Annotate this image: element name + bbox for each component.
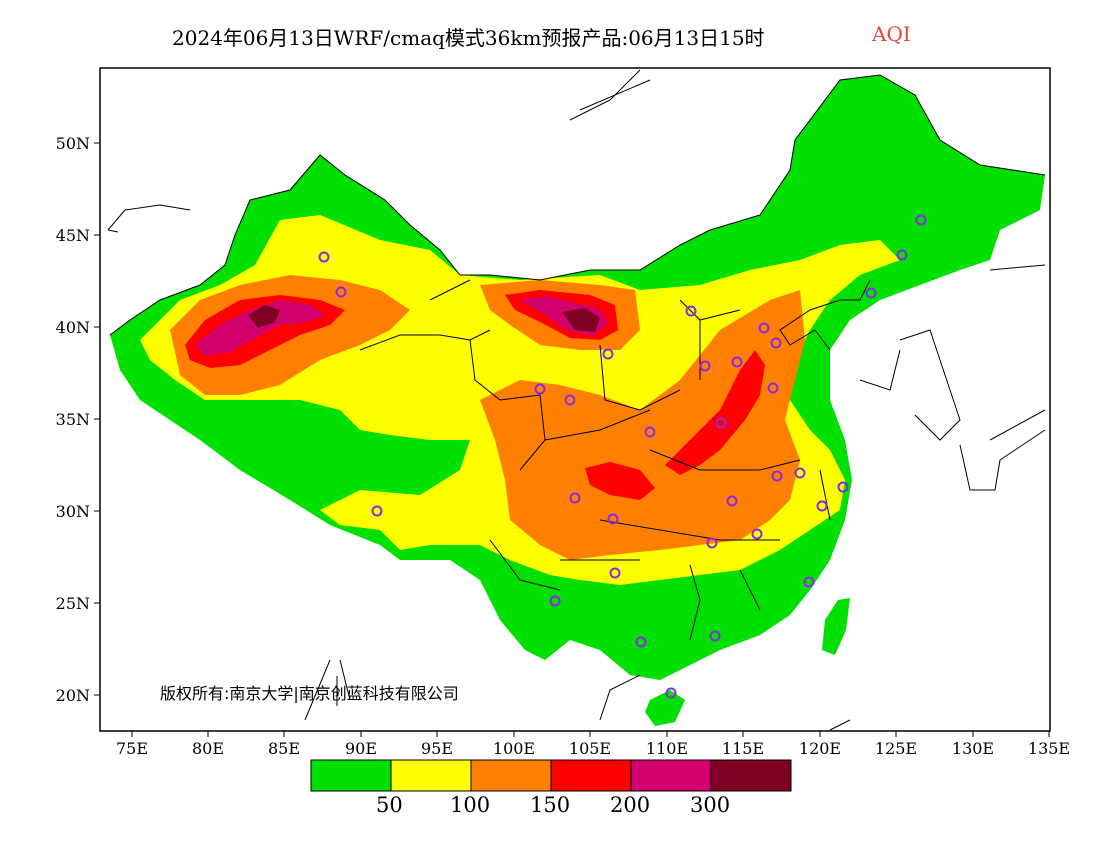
- legend-label: 100: [450, 793, 491, 817]
- province-line: [359, 279, 831, 641]
- station-marker: [685, 305, 697, 317]
- lon-label: 130E: [952, 739, 994, 758]
- station-marker: [915, 214, 927, 226]
- boundary-lines: [107, 69, 1046, 731]
- station-marker: [837, 481, 849, 493]
- lon-label: 80E: [192, 739, 224, 758]
- station-marker: [665, 687, 677, 699]
- lon-label: 90E: [345, 739, 377, 758]
- legend-swatch: [470, 759, 552, 792]
- map-frame: [99, 67, 1051, 732]
- aqi-zone-maroon: [562, 308, 600, 332]
- lon-label: 115E: [722, 739, 764, 758]
- station-marker: [635, 636, 647, 648]
- legend-swatch: [310, 759, 392, 792]
- station-marker: [609, 567, 621, 579]
- title-variable: AQI: [872, 22, 911, 46]
- station-marker: [699, 360, 711, 372]
- aqi-zone-green: [645, 690, 685, 726]
- aqi-zone-green: [822, 598, 850, 655]
- station-marker: [371, 505, 383, 517]
- station-marker: [767, 382, 779, 394]
- station-marker: [709, 630, 721, 642]
- lon-label: 120E: [799, 739, 841, 758]
- copyright-text: 版权所有:南京大学|南京创蓝科技有限公司: [160, 684, 459, 703]
- lon-label: 85E: [268, 739, 300, 758]
- legend-label: 50: [376, 793, 403, 817]
- station-marker: [644, 426, 656, 438]
- legend-swatch: [630, 759, 712, 792]
- station-marker: [706, 537, 718, 549]
- station-marker: [803, 576, 815, 588]
- title-main: 2024年06月13日WRF/cmaq模式36km预报产品:06月13日15时: [172, 26, 765, 50]
- station-marker: [731, 356, 743, 368]
- station-marker: [865, 287, 877, 299]
- lat-label: 35N: [56, 410, 90, 429]
- legend-swatch: [550, 759, 632, 792]
- station-marker: [318, 251, 330, 263]
- lon-axis: [131, 731, 1050, 737]
- station-marker: [770, 337, 782, 349]
- station-marker: [549, 595, 561, 607]
- aqi-zone-red: [585, 462, 655, 500]
- station-marker: [726, 495, 738, 507]
- lat-label: 20N: [56, 686, 90, 705]
- station-marker: [607, 513, 619, 525]
- station-marker: [794, 467, 806, 479]
- station-marker: [715, 417, 727, 429]
- aqi-fill-layer: [110, 75, 1045, 726]
- station-markers: [318, 214, 927, 699]
- lon-label: 110E: [646, 739, 688, 758]
- aqi-zone-red: [665, 350, 765, 475]
- lat-label: 50N: [56, 134, 90, 153]
- station-marker: [564, 394, 576, 406]
- lat-label: 30N: [56, 502, 90, 521]
- legend-label: 150: [530, 793, 571, 817]
- lon-label: 135E: [1028, 739, 1070, 758]
- lat-label: 40N: [56, 318, 90, 337]
- station-marker: [751, 528, 763, 540]
- station-marker: [771, 470, 783, 482]
- coastline: [107, 69, 1046, 731]
- legend-swatch: [710, 759, 792, 792]
- station-marker: [816, 500, 828, 512]
- station-marker: [569, 492, 581, 504]
- lon-label: 95E: [421, 739, 453, 758]
- legend-label: 200: [610, 793, 651, 817]
- lon-label: 125E: [875, 739, 917, 758]
- station-marker: [534, 383, 546, 395]
- aqi-zone-maroon: [248, 305, 280, 328]
- lon-label: 75E: [116, 739, 148, 758]
- legend-swatch: [390, 759, 472, 792]
- legend-label: 300: [690, 793, 731, 817]
- lat-label: 25N: [56, 594, 90, 613]
- lat-labels: 50N 45N 40N 35N 30N 25N 20N: [56, 134, 90, 705]
- lon-label: 100E: [493, 739, 535, 758]
- lon-label: 105E: [569, 739, 611, 758]
- aqi-zone-purple: [195, 300, 325, 356]
- station-marker: [335, 286, 347, 298]
- lon-labels: 75E 80E 85E 90E 95E 100E 105E 110E 115E …: [116, 739, 1070, 758]
- lat-axis: [94, 142, 100, 696]
- country-border: [109, 74, 1046, 336]
- legend-bar: [310, 759, 792, 792]
- station-marker: [602, 348, 614, 360]
- station-marker: [896, 249, 908, 261]
- aqi-zone-orange: [480, 290, 805, 560]
- lat-label: 45N: [56, 226, 90, 245]
- station-marker: [758, 322, 770, 334]
